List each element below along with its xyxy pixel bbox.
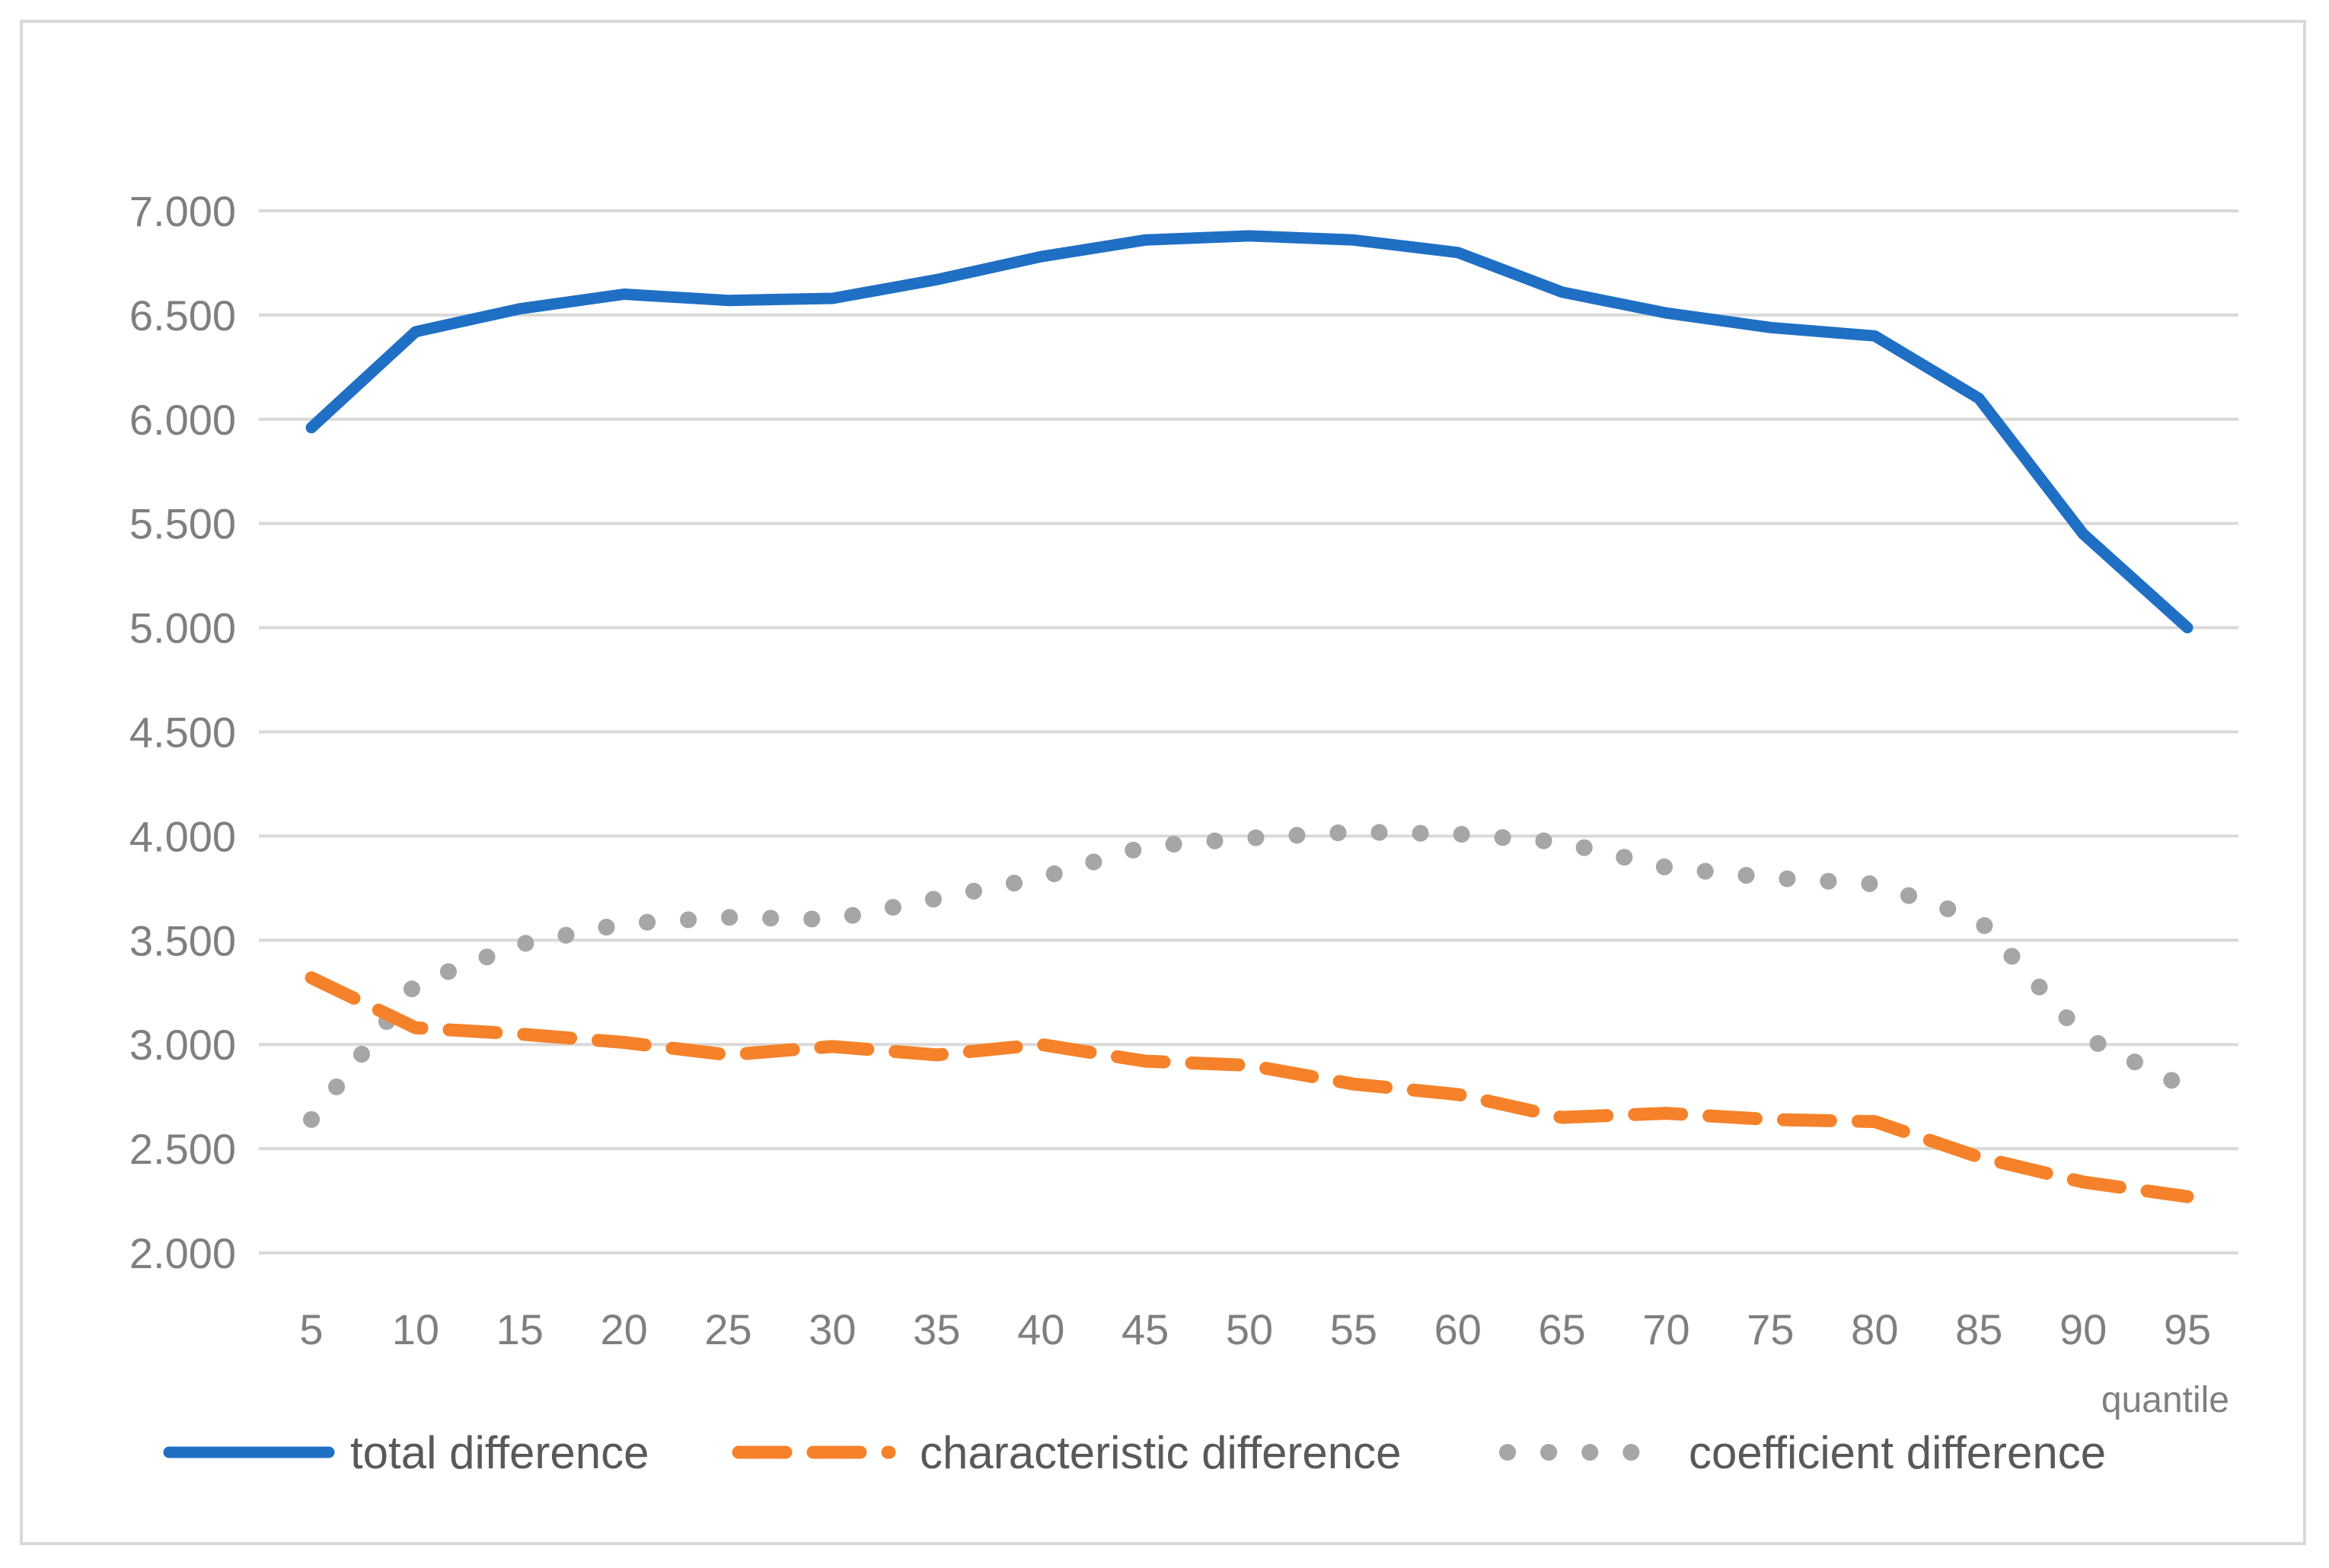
x-tick-label: 15 xyxy=(496,1305,544,1353)
x-tick-label: 95 xyxy=(2164,1305,2211,1353)
y-tick-label: 3.500 xyxy=(129,916,236,964)
x-tick-label: 35 xyxy=(913,1305,960,1353)
gridlines xyxy=(259,209,2238,1254)
x-tick-label: 10 xyxy=(392,1305,439,1353)
y-tick-label: 6.500 xyxy=(129,292,236,339)
y-tick-label: 6.000 xyxy=(129,396,236,444)
x-tick-label: 80 xyxy=(1851,1305,1898,1353)
x-tick-label: 90 xyxy=(2059,1305,2107,1353)
series-line-coefficient-difference xyxy=(303,823,2196,1128)
x-tick-label: 40 xyxy=(1017,1305,1064,1353)
y-tick-label: 4.000 xyxy=(129,812,236,860)
legend: total difference characteristic differenc… xyxy=(163,1427,2106,1478)
x-tick-label: 5 xyxy=(299,1305,323,1353)
series-line-characteristic-difference xyxy=(305,971,2194,1203)
legend-label: coefficient difference xyxy=(1689,1427,2106,1478)
chart-frame xyxy=(20,20,2306,1545)
y-tick-label: 5.500 xyxy=(129,500,236,548)
series-line-total-difference xyxy=(305,230,2193,634)
y-tick-label: 4.500 xyxy=(129,709,236,757)
y-tick-label: 7.000 xyxy=(129,187,236,235)
x-tick-label: 60 xyxy=(1434,1305,1482,1353)
x-tick-label: 25 xyxy=(704,1305,751,1353)
x-tick-label: 20 xyxy=(601,1305,648,1353)
y-tick-label: 2.000 xyxy=(129,1229,236,1277)
x-tick-label: 85 xyxy=(1955,1305,2002,1353)
x-tick-label: 30 xyxy=(809,1305,856,1353)
x-tick-label: 55 xyxy=(1330,1305,1377,1353)
y-axis-tick-labels: 2.000 2.500 3.000 3.500 4.000 4.500 5.000 5.500… xyxy=(129,187,236,1277)
x-axis-tick-labels: 5 10 15 20 25 30 35 40 45 50 55 60 65 70 75 80 85 90 95 xyxy=(299,1305,2211,1353)
x-tick-label: 75 xyxy=(1747,1305,1794,1353)
legend-label: total difference xyxy=(350,1427,649,1478)
y-tick-label: 3.000 xyxy=(129,1021,236,1069)
y-tick-label: 2.500 xyxy=(129,1125,236,1173)
x-tick-label: 70 xyxy=(1642,1305,1689,1353)
x-tick-label: 45 xyxy=(1121,1305,1169,1353)
series-lines xyxy=(303,230,2196,1203)
x-tick-label: 65 xyxy=(1539,1305,1586,1353)
x-tick-label: 50 xyxy=(1226,1305,1273,1353)
x-axis-title: quantile xyxy=(2101,1380,2229,1420)
legend-label: characteristic difference xyxy=(920,1427,1402,1478)
y-tick-label: 5.000 xyxy=(129,604,236,652)
